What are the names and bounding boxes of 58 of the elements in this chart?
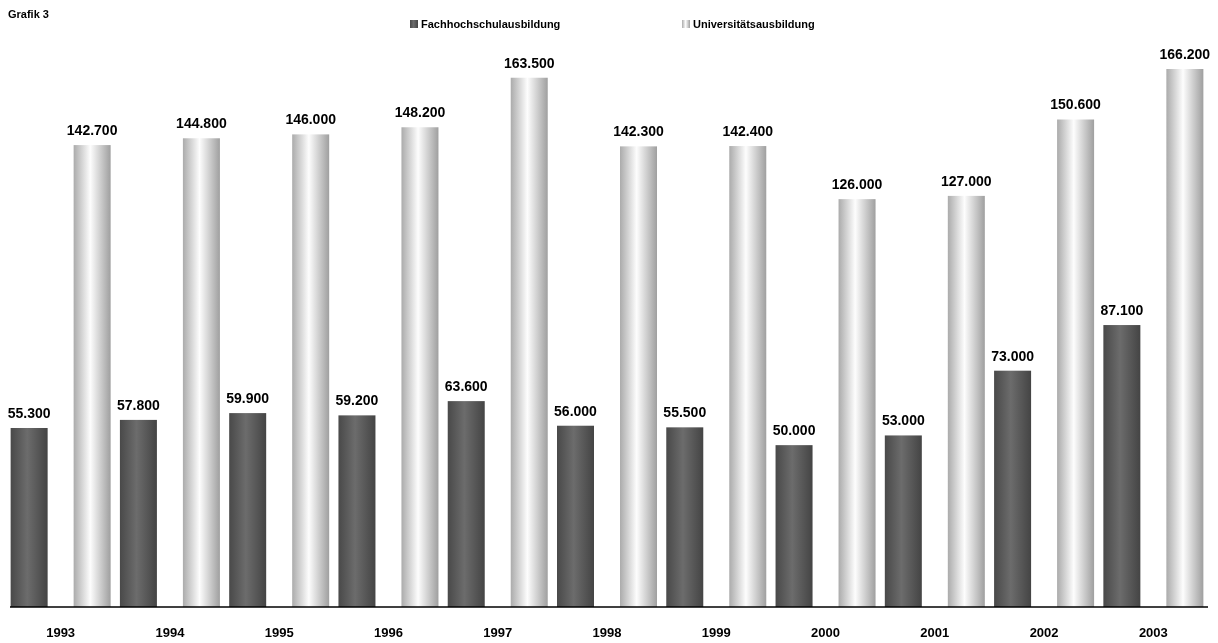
bar: [182, 138, 220, 607]
bar: [994, 370, 1032, 607]
bar: [775, 445, 813, 607]
x-tick-label: 1995: [264, 625, 294, 640]
bar: [666, 427, 704, 607]
bar: [510, 77, 548, 607]
bar: [119, 419, 157, 607]
data-label: 163.500: [503, 54, 555, 71]
bar: [947, 195, 985, 607]
data-label: 142.300: [613, 123, 665, 140]
bar: [1103, 325, 1141, 607]
bar: [1057, 119, 1095, 607]
bar: [884, 435, 922, 607]
bar: [10, 427, 48, 607]
bar: [338, 415, 376, 607]
bar: [401, 127, 439, 607]
x-tick-label: 1997: [483, 625, 513, 640]
data-label: 127.000: [941, 172, 992, 189]
data-label: 73.000: [991, 347, 1035, 364]
x-tick-label: 2000: [811, 625, 841, 640]
x-tick-label: 1993: [46, 625, 76, 640]
bar: [1166, 69, 1204, 607]
x-tick-label: 1999: [701, 625, 731, 640]
bar: [557, 425, 594, 607]
data-label: 166.200: [1159, 46, 1211, 62]
data-label: 144.800: [176, 115, 227, 132]
bar: [620, 146, 657, 607]
bar: [838, 199, 876, 607]
data-label: 87.100: [1100, 302, 1144, 319]
bar: [729, 146, 767, 607]
data-label: 142.700: [66, 122, 118, 139]
data-label: 56.000: [554, 402, 598, 419]
data-label: 55.500: [663, 404, 707, 421]
data-label: 55.300: [7, 404, 51, 421]
x-tick-label: 1998: [592, 625, 622, 640]
x-tick-label: 1994: [155, 625, 186, 640]
bar: [447, 401, 485, 607]
legend-label: Universitätsausbildung: [693, 18, 815, 30]
data-label: 53.000: [881, 412, 925, 429]
bar: [73, 145, 111, 607]
data-label: 126.000: [831, 176, 883, 193]
data-label: 50.000: [772, 422, 816, 439]
x-tick-label: 2003: [1138, 625, 1168, 640]
data-label: 59.200: [335, 392, 379, 409]
data-label: 142.400: [722, 123, 774, 140]
bar: [229, 413, 267, 607]
data-label: 150.600: [1050, 96, 1102, 113]
x-tick-label: 2001: [920, 625, 950, 640]
chart-title: Grafik 3: [8, 8, 49, 20]
data-label: 59.900: [226, 390, 270, 407]
data-label: 146.000: [285, 111, 337, 128]
data-label: 148.200: [394, 104, 446, 121]
data-label: 63.600: [444, 378, 488, 395]
x-tick-label: 1996: [373, 625, 403, 640]
data-label: 57.800: [117, 396, 161, 413]
bar: [292, 134, 330, 607]
legend-label: Fachhochschulausbildung: [421, 18, 561, 30]
x-tick-label: 2002: [1029, 625, 1059, 640]
